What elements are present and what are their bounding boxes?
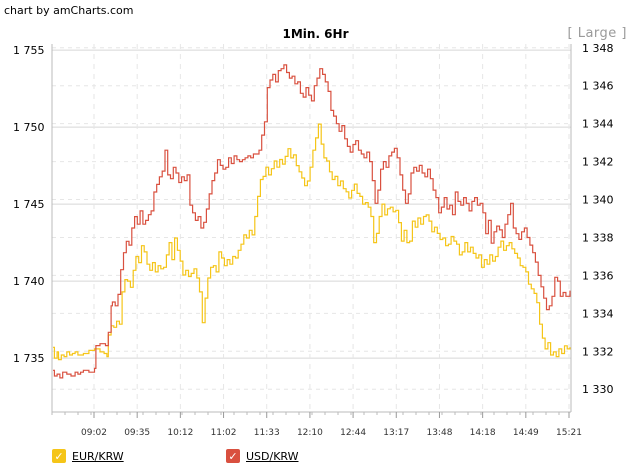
right-tick-label: 1 348 bbox=[582, 42, 614, 55]
x-tick-label: 12:10 bbox=[297, 428, 323, 438]
left-tick-label: 1 755 bbox=[13, 44, 45, 57]
check-icon[interactable]: ✓ bbox=[226, 449, 240, 463]
x-tick-label: 14:18 bbox=[470, 428, 496, 438]
right-tick-label: 1 330 bbox=[582, 383, 614, 396]
left-tick-label: 1 750 bbox=[13, 121, 45, 134]
size-toggle-button[interactable]: [ Large ] bbox=[567, 26, 627, 41]
right-tick-label: 1 332 bbox=[582, 345, 614, 358]
right-tick-label: 1 338 bbox=[582, 231, 614, 244]
legend-label-usd-krw[interactable]: USD/KRW bbox=[246, 449, 299, 463]
x-tick-label: 09:02 bbox=[81, 428, 107, 438]
x-tick-label: 14:49 bbox=[513, 428, 539, 438]
left-axis-ticks: 1 755 1 750 1 745 1 740 1 735 bbox=[13, 44, 45, 365]
left-tick-label: 1 740 bbox=[13, 275, 45, 288]
check-icon[interactable]: ✓ bbox=[52, 449, 66, 463]
right-tick-label: 1 340 bbox=[582, 194, 614, 207]
x-tick-label: 13:17 bbox=[383, 428, 409, 438]
series-line-eur-krw bbox=[53, 123, 571, 361]
x-tick-label: 10:12 bbox=[167, 428, 193, 438]
right-tick-label: 1 334 bbox=[582, 307, 614, 320]
legend-item-usd-krw[interactable]: ✓ USD/KRW bbox=[226, 449, 299, 463]
x-tick-label: 09:35 bbox=[124, 428, 150, 438]
x-tick-label: 15:21 bbox=[556, 428, 582, 438]
x-tick-label: 12:44 bbox=[340, 428, 366, 438]
right-tick-label: 1 346 bbox=[582, 80, 614, 93]
x-tick-label: 11:02 bbox=[211, 428, 237, 438]
right-tick-label: 1 336 bbox=[582, 269, 614, 282]
right-axis-ticks: 1 348 1 346 1 344 1 342 1 340 1 338 1 336 1 334… bbox=[582, 42, 614, 396]
right-tick-label: 1 342 bbox=[582, 156, 614, 169]
series-line-usd-krw bbox=[53, 64, 571, 379]
x-axis-ticks: 09:02 09:35 10:12 11:02 11:33 12:10 12:44 13:17… bbox=[51, 412, 582, 438]
left-tick-label: 1 735 bbox=[13, 352, 45, 365]
chart-title: 1Min. 6Hr bbox=[282, 27, 349, 41]
x-tick-label: 13:48 bbox=[426, 428, 452, 438]
series-lines bbox=[53, 64, 571, 379]
legend-item-eur-krw[interactable]: ✓ EUR/KRW bbox=[52, 449, 124, 463]
left-tick-label: 1 745 bbox=[13, 198, 45, 211]
grid-lines bbox=[52, 44, 571, 412]
legend-label-eur-krw[interactable]: EUR/KRW bbox=[72, 449, 124, 463]
right-tick-label: 1 344 bbox=[582, 118, 614, 131]
x-tick-label: 11:33 bbox=[254, 428, 280, 438]
chart-credit[interactable]: chart by amCharts.com bbox=[4, 4, 134, 17]
